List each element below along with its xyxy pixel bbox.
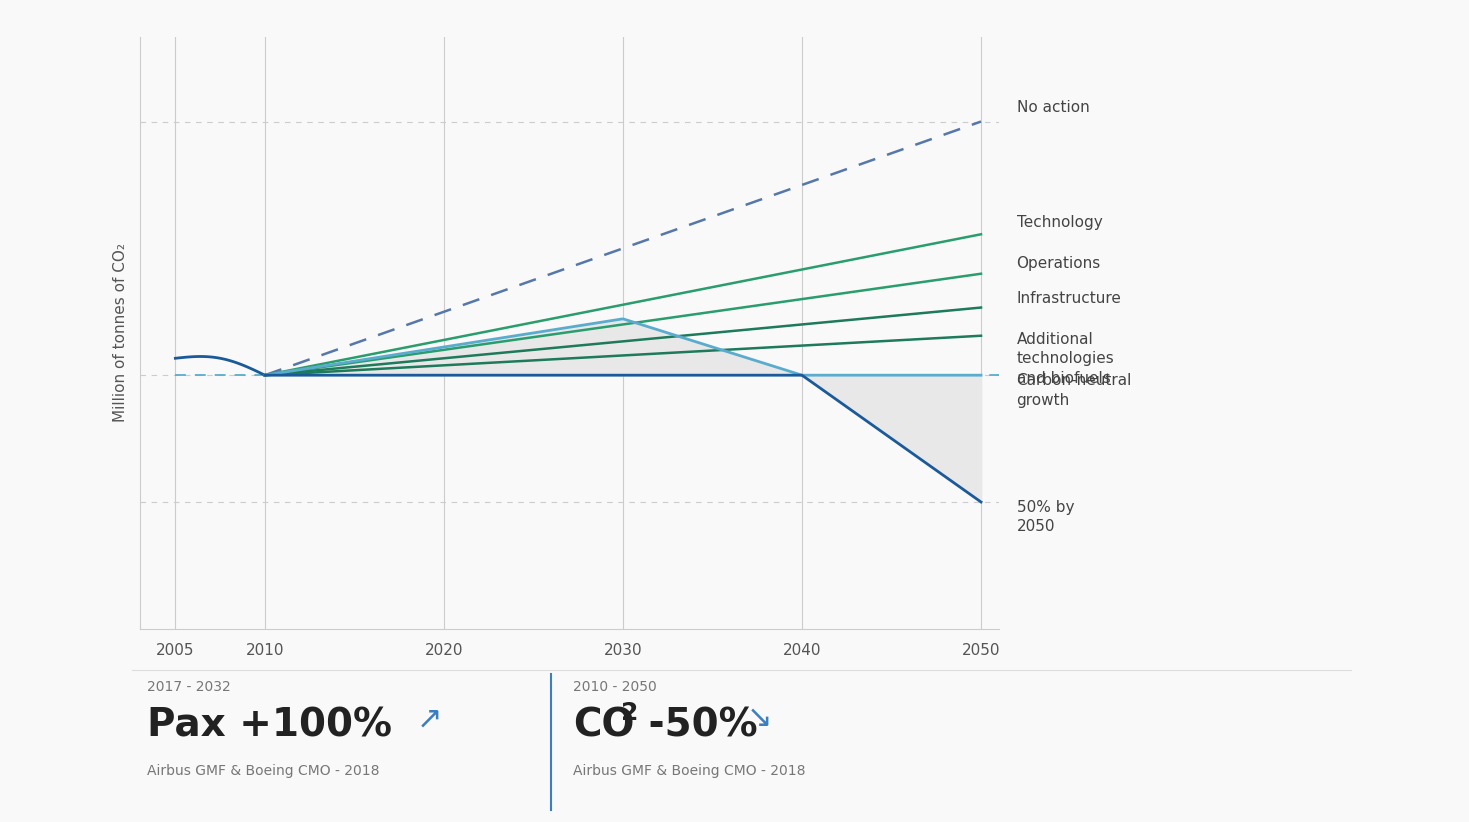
Text: Operations: Operations — [1017, 256, 1100, 271]
Text: Airbus GMF & Boeing CMO - 2018: Airbus GMF & Boeing CMO - 2018 — [573, 764, 805, 778]
Text: 2: 2 — [621, 701, 639, 725]
Text: 2010 - 2050: 2010 - 2050 — [573, 680, 657, 694]
Text: ↘: ↘ — [746, 704, 771, 733]
Text: Airbus GMF & Boeing CMO - 2018: Airbus GMF & Boeing CMO - 2018 — [147, 764, 379, 778]
Text: Technology: Technology — [1017, 215, 1102, 230]
Text: ↗: ↗ — [417, 704, 442, 733]
Text: No action: No action — [1017, 100, 1090, 115]
Text: Additional
technologies
and biofuels: Additional technologies and biofuels — [1017, 331, 1115, 386]
Text: CO: CO — [573, 707, 635, 745]
Text: 2017 - 2032: 2017 - 2032 — [147, 680, 231, 694]
Y-axis label: Million of tonnes of CO₂: Million of tonnes of CO₂ — [113, 243, 128, 423]
Text: Pax +100%: Pax +100% — [147, 707, 419, 745]
Text: Carbon-neutral
growth: Carbon-neutral growth — [1017, 372, 1133, 408]
Text: -50%: -50% — [635, 707, 757, 745]
Text: Infrastructure: Infrastructure — [1017, 291, 1121, 306]
Text: 50% by
2050: 50% by 2050 — [1017, 500, 1074, 534]
